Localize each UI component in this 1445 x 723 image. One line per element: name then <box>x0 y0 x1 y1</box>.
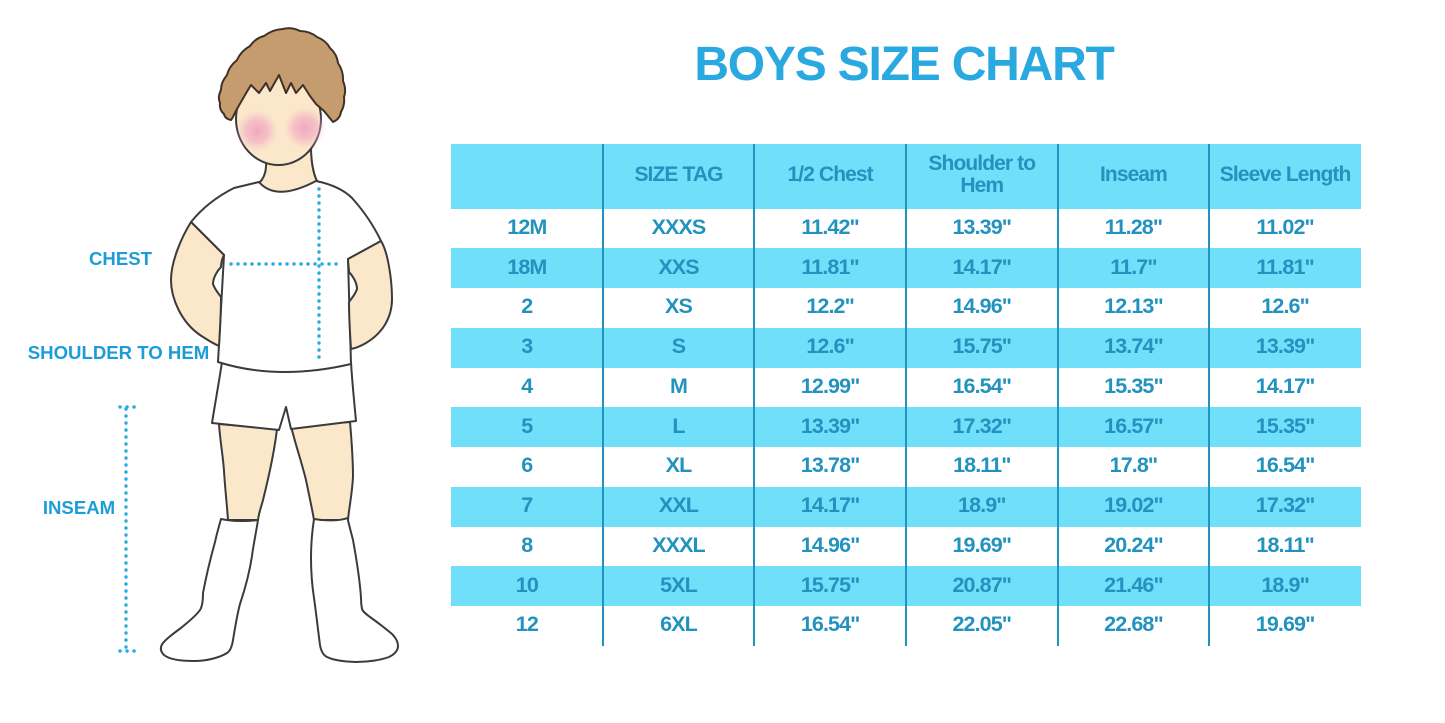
svg-text:INSEAM: INSEAM <box>43 497 115 518</box>
svg-text:SHOULDER TO HEM: SHOULDER TO HEM <box>28 342 209 363</box>
svg-text:CHEST: CHEST <box>89 248 153 269</box>
